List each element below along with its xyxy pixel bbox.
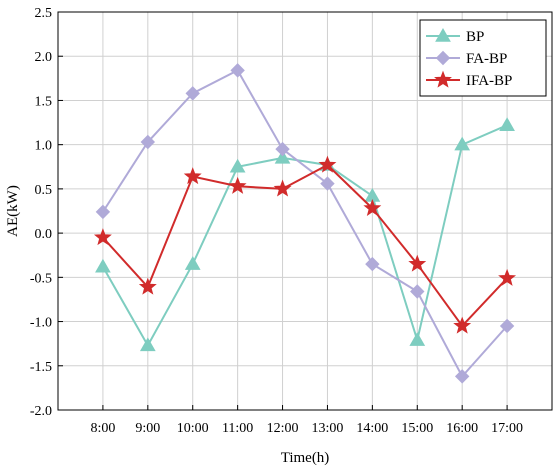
- data-point-fa-bp: [185, 86, 200, 101]
- series-bp: [95, 117, 515, 352]
- x-tick-label: 10:00: [177, 421, 209, 436]
- y-tick-label: 2.0: [35, 50, 53, 65]
- data-point-ifa-bp: [318, 155, 337, 173]
- legend: BP FA-BP IFA-BP: [419, 19, 547, 97]
- data-point-fa-bp: [365, 256, 380, 272]
- y-axis-label: AE(kW): [5, 185, 21, 237]
- data-point-bp: [499, 117, 515, 131]
- data-point-ifa-bp: [363, 198, 382, 216]
- axis-ticks: -2.0 -1.5 -1.0 -0.5 0.0 0.5 1.0 1.5 2.0 2.5 8:00 9:…: [30, 6, 523, 436]
- data-point-fa-bp: [320, 176, 335, 191]
- data-point-ifa-bp: [228, 176, 247, 194]
- data-point-fa-bp: [275, 141, 290, 157]
- y-tick-label: 1.5: [35, 94, 53, 109]
- x-tick-label: 9:00: [135, 421, 160, 436]
- y-tick-label: 1.0: [35, 139, 53, 154]
- series-line-ifa-bp: [102, 163, 508, 328]
- data-point-fa-bp: [230, 63, 245, 78]
- legend-label: BP: [466, 29, 484, 45]
- data-point-fa-bp: [410, 284, 425, 299]
- data-point-fa-bp: [454, 369, 470, 384]
- legend-marker: [435, 50, 451, 66]
- y-tick-label: -1.5: [30, 360, 52, 375]
- legend-marker: [435, 27, 451, 42]
- series-fa-bp: [95, 63, 515, 384]
- legend-label: IFA-BP: [466, 73, 512, 89]
- data-point-ifa-bp: [453, 316, 472, 334]
- legend-item: BP: [426, 27, 484, 45]
- data-point-bp: [409, 332, 426, 346]
- x-tick-label: 13:00: [312, 421, 344, 436]
- data-point-bp: [184, 256, 201, 270]
- data-point-bp: [95, 258, 111, 273]
- x-tick-label: 14:00: [356, 421, 388, 436]
- data-point-fa-bp: [140, 134, 156, 150]
- legend-item: IFA-BP: [426, 70, 512, 89]
- x-tick-label: 17:00: [491, 421, 523, 436]
- data-point-bp: [229, 158, 246, 173]
- data-point-bp: [454, 136, 471, 151]
- y-tick-label: -0.5: [30, 271, 52, 286]
- y-tick-label: 0.5: [35, 183, 53, 198]
- y-tick-label: 0.0: [35, 227, 53, 242]
- series-ifa-bp: [93, 155, 517, 334]
- data-point-ifa-bp: [498, 268, 517, 286]
- data-point-ifa-bp: [138, 277, 157, 295]
- y-tick-label: -2.0: [30, 404, 52, 419]
- data-point-ifa-bp: [183, 167, 202, 185]
- data-point-ifa-bp: [408, 254, 427, 272]
- legend-item: FA-BP: [426, 50, 507, 67]
- data-point-fa-bp: [499, 318, 515, 334]
- x-tick-label: 12:00: [267, 421, 299, 436]
- y-tick-label: 2.5: [35, 6, 53, 21]
- plot-frame: [57, 11, 553, 411]
- series: [93, 63, 517, 384]
- data-point-ifa-bp: [273, 179, 292, 197]
- data-point-bp: [274, 149, 291, 164]
- y-tick-label: -1.0: [30, 316, 52, 331]
- x-tick-label: 11:00: [222, 421, 253, 436]
- series-line-fa-bp: [102, 69, 508, 379]
- x-tick-label: 8:00: [90, 421, 115, 436]
- legend-marker: [434, 70, 452, 88]
- data-point-ifa-bp: [93, 228, 112, 246]
- x-tick-label: 16:00: [446, 421, 478, 436]
- data-point-bp: [139, 337, 156, 352]
- x-axis-label: Time(h): [281, 450, 330, 466]
- series-line-bp: [102, 124, 508, 348]
- grid: [58, 11, 552, 411]
- legend-label: FA-BP: [466, 51, 507, 67]
- data-point-fa-bp: [95, 204, 111, 220]
- x-tick-label: 15:00: [401, 421, 433, 436]
